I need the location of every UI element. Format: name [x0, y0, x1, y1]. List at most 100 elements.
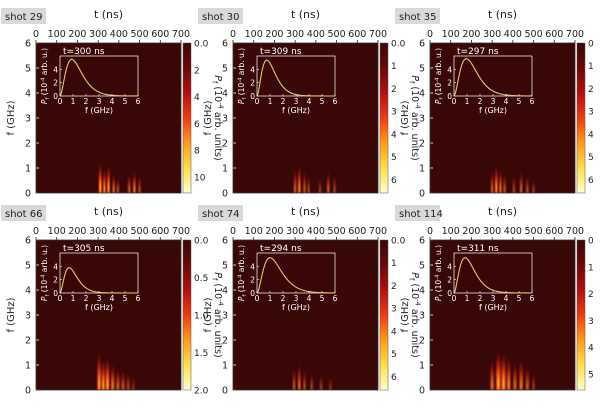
inset-x-tick-label: 3 [97, 294, 102, 303]
x-axis-label: t (ns) [94, 205, 123, 218]
plot-frame [429, 42, 576, 194]
inset-y-tick-label: 4 [250, 65, 255, 74]
y-tick-label: 3 [25, 311, 31, 322]
colorbar-tick-label: 1.0 [194, 312, 209, 322]
x-tick-label: 400 [110, 29, 128, 40]
colorbar-tick-label: 4 [391, 130, 397, 140]
y-tick-label: 2 [222, 139, 228, 150]
burst [110, 360, 116, 390]
x-tick-label: 500 [328, 226, 346, 237]
spectral-bursts [96, 347, 136, 390]
spectral-bursts [489, 345, 536, 390]
y-tick-label: 4 [25, 286, 31, 297]
x-tick-label: 300 [89, 29, 107, 40]
x-tick-label: 600 [545, 29, 563, 40]
inset-y-tick-label: 2 [250, 276, 255, 285]
burst [98, 158, 103, 193]
inset-y-tick-label: 0 [53, 289, 58, 298]
burst [106, 160, 111, 193]
shot-label-box [198, 205, 243, 221]
inset-y-tick-label: 2 [250, 79, 255, 88]
y-tick-label: 1 [25, 361, 31, 372]
inset-x-tick-label: 3 [491, 97, 496, 106]
y-tick-label: 2 [25, 336, 31, 347]
x-tick-label: 300 [89, 226, 107, 237]
y-tick-label: 2 [222, 336, 228, 347]
x-tick-label: 400 [110, 226, 128, 237]
y-tick-label: 3 [419, 114, 425, 125]
burst [518, 355, 524, 390]
inset-x-label: f (GHz) [85, 303, 113, 312]
burst [495, 345, 502, 390]
inset-x-tick-label: 6 [530, 294, 535, 303]
spectral-bursts [490, 160, 536, 193]
burst [309, 370, 314, 390]
inset-y-tick-label: 0 [447, 92, 452, 101]
inset-y-label: Pf (10-4 arb. u.) [40, 245, 51, 301]
burst [318, 175, 322, 193]
colorbar-tick-label: 3 [588, 108, 594, 118]
inset-y-label: Pf (10-4 arb. u.) [434, 48, 445, 104]
x-tick-label: 500 [131, 226, 149, 237]
colorbar-tick-label: 2 [391, 85, 397, 95]
inset-y-tick-label: 2 [447, 276, 452, 285]
inset-x-tick-label: 0 [58, 97, 63, 106]
x-tick-label: 0 [230, 29, 236, 40]
inset-y-tick-label: 0 [250, 92, 255, 101]
burst [531, 178, 536, 193]
colorbar-tick-label: 0.0 [391, 237, 406, 247]
inset-x-label: f (GHz) [282, 106, 310, 115]
inset-y-tick-label: 0 [53, 92, 58, 101]
x-tick-label: 200 [68, 226, 86, 237]
inset-x-tick-label: 5 [123, 97, 128, 106]
colorbar-tick-label: 6 [194, 120, 200, 130]
x-tick-label: 700 [369, 226, 387, 237]
burst [524, 362, 530, 390]
inset-x-tick-label: 0 [452, 97, 457, 106]
inset-x-tick-label: 4 [110, 97, 115, 106]
inset-time-label: t=311 ns [457, 244, 499, 254]
plot-frame [232, 239, 379, 391]
y-tick-label: 1 [222, 361, 228, 372]
inset-x-tick-label: 3 [294, 97, 299, 106]
x-axis-label: t (ns) [94, 8, 123, 21]
x-tick-label: 100 [442, 29, 460, 40]
y-tick-label: 1 [222, 164, 228, 175]
colorbar-tick-label: 4 [588, 130, 594, 140]
y-tick-label: 0 [419, 386, 425, 397]
burst [293, 165, 298, 193]
y-axis-label: f (GHz) [203, 100, 214, 135]
colorbar-label: Pf (10-4 arb. units) [211, 272, 225, 357]
inset-time-label: t=300 ns [63, 47, 105, 57]
colorbar-tick-label: 0 [588, 237, 594, 247]
x-tick-label: 700 [172, 226, 190, 237]
burst [96, 347, 102, 390]
burst [332, 173, 337, 193]
y-tick-label: 6 [222, 236, 228, 247]
burst [137, 173, 142, 193]
x-tick-label: 0 [33, 29, 39, 40]
x-axis-label: t (ns) [488, 8, 517, 21]
inset-x-tick-label: 6 [333, 294, 338, 303]
inset-x-tick-label: 6 [333, 97, 338, 106]
y-tick-label: 5 [25, 64, 31, 75]
colorbar-tick-label: 5 [588, 153, 594, 163]
inset-x-tick-label: 3 [294, 294, 299, 303]
x-tick-label: 200 [265, 29, 283, 40]
burst [132, 168, 137, 193]
burst [506, 352, 512, 390]
y-axis-label: f (GHz) [203, 297, 214, 332]
colorbar [576, 42, 586, 194]
y-tick-label: 1 [419, 164, 425, 175]
colorbar-label: Pf (10-4 arb. units) [408, 272, 422, 357]
colorbar-tick-label: 2 [391, 282, 397, 292]
colorbar-tick-label: 2 [588, 290, 594, 300]
inset-x-tick-label: 1 [268, 294, 273, 303]
inset-y-label: Pf (10-4 arb. u.) [237, 48, 248, 104]
panel-shot-114: shot 114 t (ns)0 100 200 300 400 500 600 7000123… [395, 205, 594, 397]
inset-x-tick-label: 5 [320, 294, 325, 303]
x-tick-label: 100 [48, 29, 66, 40]
colorbar-tick-label: 3 [391, 108, 397, 118]
colorbar-tick-label: 4 [391, 327, 397, 337]
